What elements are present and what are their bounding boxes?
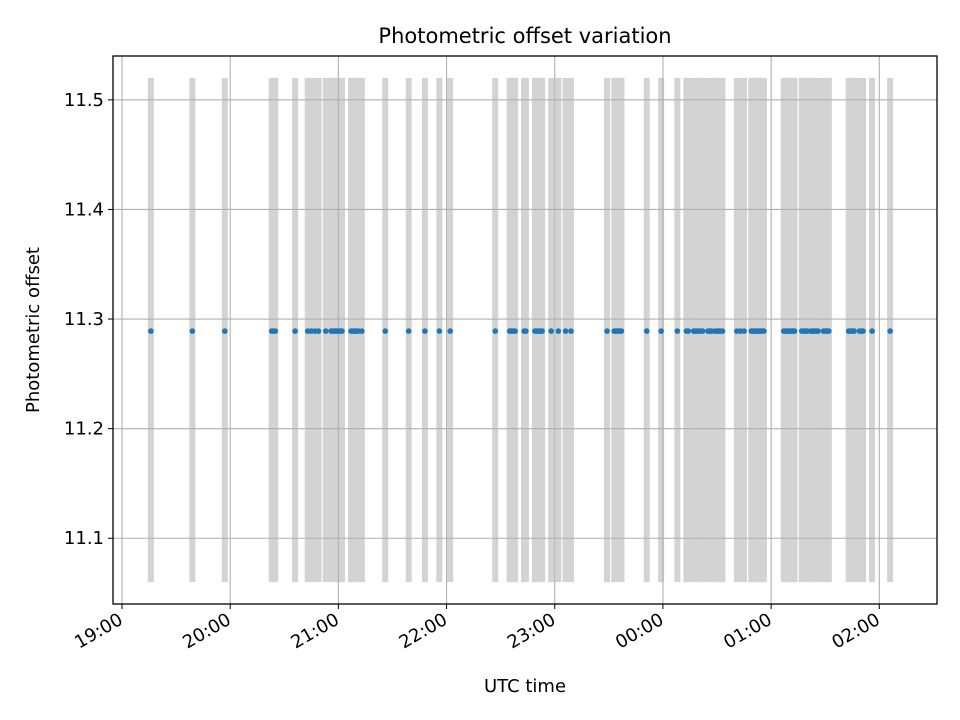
data-point (359, 328, 365, 334)
data-point (548, 328, 554, 334)
y-tick-label: 11.3 (64, 309, 104, 330)
data-point (272, 328, 279, 334)
data-point (539, 328, 545, 334)
data-point (658, 328, 664, 334)
data-point (791, 328, 798, 334)
plot-area-frame (112, 55, 938, 605)
y-axis-ticks: 11.1 11.2 11.3 11.4 11.5 (64, 90, 113, 549)
data-point (685, 328, 691, 334)
data-point (422, 328, 428, 334)
data-point (815, 328, 821, 334)
data-point (887, 328, 893, 334)
y-tick-label: 11.2 (64, 419, 104, 440)
data-point (492, 328, 499, 334)
data-point (405, 328, 412, 334)
data-point (699, 328, 706, 334)
data-point (604, 328, 610, 334)
chart-title: Photometric offset variation (378, 24, 671, 48)
data-point (189, 328, 196, 334)
grid-lines (113, 56, 937, 604)
data-point (869, 328, 875, 334)
x-axis-title: UTC time (484, 676, 566, 697)
data-point (643, 328, 650, 334)
data-point (447, 328, 453, 334)
y-tick-label: 11.5 (64, 90, 104, 111)
data-point (826, 328, 832, 334)
data-point (512, 328, 518, 334)
data-point (562, 328, 569, 334)
data-point (618, 328, 625, 334)
data-point (148, 328, 154, 334)
data-point (292, 328, 298, 334)
data-point (339, 328, 345, 334)
data-series (148, 328, 893, 334)
data-point (741, 328, 747, 334)
y-tick-label: 11.1 (64, 528, 104, 549)
data-point (568, 328, 574, 334)
y-tick-label: 11.4 (64, 199, 104, 220)
data-point (315, 328, 322, 334)
data-point (436, 328, 443, 334)
data-point (555, 328, 562, 334)
data-point (860, 328, 866, 334)
y-axis-title: Photometric offset (23, 247, 44, 413)
data-point (674, 328, 681, 334)
data-point (851, 328, 857, 334)
data-point (382, 328, 389, 334)
data-point (719, 328, 726, 334)
data-point (221, 328, 228, 334)
data-point (523, 328, 529, 334)
data-point (322, 328, 329, 334)
data-point (761, 328, 767, 334)
